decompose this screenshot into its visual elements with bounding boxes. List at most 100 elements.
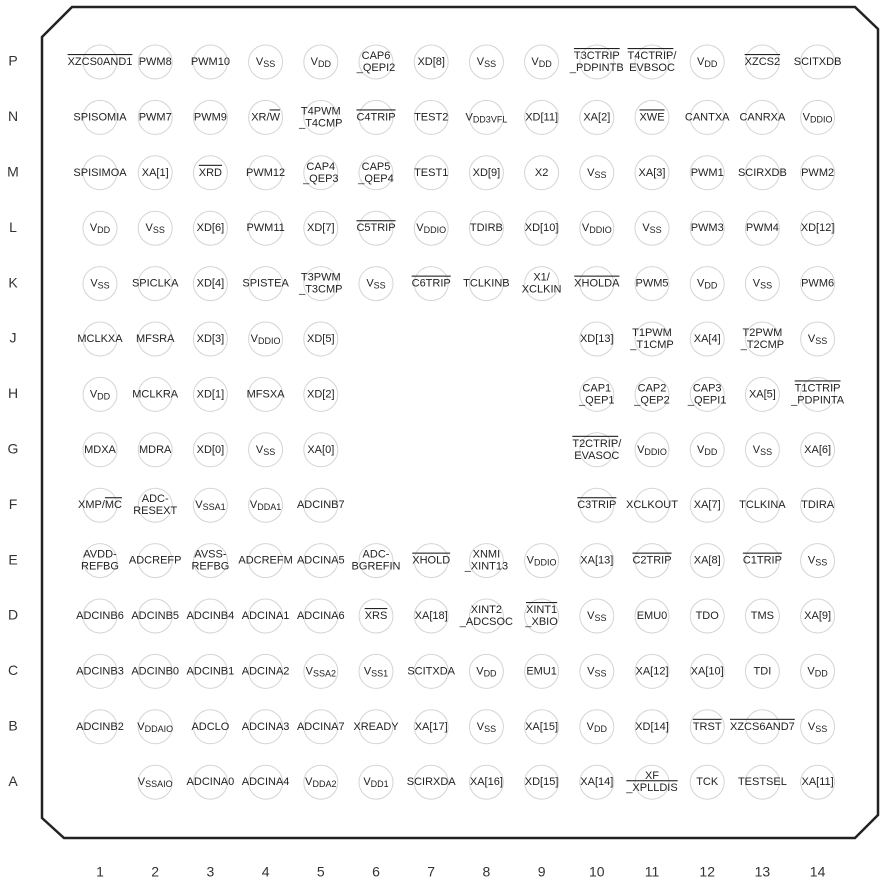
pin-label: ADCINB7 xyxy=(297,499,345,511)
pin-pad xyxy=(800,266,836,302)
pin-label: VSS xyxy=(256,444,275,457)
pin-text: _XINT13 xyxy=(464,561,508,573)
pin-subscript: DD xyxy=(704,447,717,457)
pin-text: MCLKRA xyxy=(132,388,179,400)
pin-pad xyxy=(137,598,173,634)
pin-pad xyxy=(579,653,615,689)
pin-label: AVSS- xyxy=(194,549,227,561)
pin-text: V xyxy=(582,222,590,234)
pin-label: CAP2 xyxy=(638,382,667,394)
pin-text: MDXA xyxy=(84,444,116,456)
row-label: E xyxy=(8,551,17,567)
pin-label: VSSA2 xyxy=(306,665,336,678)
row-label: J xyxy=(10,330,17,346)
pin-text: SCIRXDA xyxy=(407,776,457,788)
pin-pad xyxy=(192,598,228,634)
pin-text: V xyxy=(587,167,595,179)
pin-label: XA[7] xyxy=(694,499,721,511)
pin-label: VDDIO xyxy=(637,444,667,457)
pin-label: XA[16] xyxy=(470,776,503,788)
pin-subscript: DD xyxy=(484,669,497,679)
pin-pad xyxy=(137,709,173,745)
pin-pad xyxy=(579,376,615,412)
row-label: P xyxy=(8,53,17,69)
pin-text: XR/ xyxy=(251,111,270,123)
pin-text: ADCREFP xyxy=(129,555,182,567)
pin-label: T1CTRIP xyxy=(795,382,841,394)
pin-pad xyxy=(744,99,780,135)
pin-pad xyxy=(303,764,339,800)
pin-text: TDO xyxy=(696,610,720,622)
pin-subscript: DD xyxy=(318,59,331,69)
pin-label: RESEXT xyxy=(133,505,177,517)
pin-label: _QEP3 xyxy=(302,173,338,185)
pin-text: SPISTEA xyxy=(242,278,289,290)
column-label: 2 xyxy=(151,864,159,880)
pin-pad xyxy=(744,653,780,689)
pin-label: SPISOMIA xyxy=(73,111,127,123)
pin-pad xyxy=(303,210,339,246)
pin-pad xyxy=(689,155,725,191)
pin-pad xyxy=(800,543,836,579)
pin-pad xyxy=(413,709,449,745)
pin-text: V xyxy=(697,56,705,68)
pin-text: XA[0] xyxy=(307,444,334,456)
column-label: 14 xyxy=(810,864,826,880)
pin-text: ADCINA2 xyxy=(242,665,290,677)
pin-label: T4PWM xyxy=(301,105,341,117)
pin-text: BGREFIN xyxy=(352,561,401,573)
pin-label: TDIRB xyxy=(470,222,503,234)
row-label: G xyxy=(8,441,19,457)
pin-text: X2 xyxy=(535,167,548,179)
pin-text: EVASOC xyxy=(574,450,619,462)
pin-pad xyxy=(303,155,339,191)
pin-label: VSS xyxy=(587,610,606,623)
pin-text: MCLKXA xyxy=(77,333,123,345)
pin-text: V xyxy=(527,555,535,567)
pin-text: ADCINB7 xyxy=(297,499,345,511)
pin-pad xyxy=(524,210,560,246)
pin-text: XA[18] xyxy=(415,610,448,622)
pin-text: CANTXA xyxy=(685,111,730,123)
pin-label: XD[13] xyxy=(580,333,614,345)
pin-pad xyxy=(524,653,560,689)
pin-text: _T2CMP xyxy=(740,339,784,351)
pin-pad xyxy=(524,155,560,191)
pin-subscript: DD3VFL xyxy=(473,115,508,125)
pin-overline-text: XHOLD xyxy=(412,555,450,567)
pin-text: SPISIMOA xyxy=(73,167,127,179)
pin-label: MCLKXA xyxy=(77,333,123,345)
pin-text: V xyxy=(250,499,258,511)
pin-label: VDD1 xyxy=(363,776,388,789)
pin-pad xyxy=(192,44,228,80)
pin-subscript: SS xyxy=(650,226,662,236)
pin-label: XR/W xyxy=(251,111,280,123)
pin-pad xyxy=(137,155,173,191)
pin-pad xyxy=(744,44,780,80)
pin-text: V xyxy=(364,665,372,677)
pin-pad xyxy=(248,210,284,246)
pin-text: EVBSOC xyxy=(629,62,675,74)
pin-label: XD[12] xyxy=(801,222,835,234)
pin-text: XA[3] xyxy=(639,167,666,179)
pin-pad xyxy=(358,99,394,135)
pin-text: PWM3 xyxy=(691,222,724,234)
pin-pad xyxy=(413,598,449,634)
pin-text: XD[8] xyxy=(417,56,445,68)
pin-pad xyxy=(82,321,118,357)
pin-label: VDD xyxy=(587,721,608,734)
pin-text: PWM11 xyxy=(246,222,284,234)
pin-text: MDRA xyxy=(139,444,172,456)
pin-label: XCLKOUT xyxy=(626,499,678,511)
pin-overline-text: XINT1 xyxy=(526,604,557,616)
pin-text: T3PWM xyxy=(301,272,341,284)
pin-pad xyxy=(248,321,284,357)
pin-pad xyxy=(579,764,615,800)
pin-text: PWM7 xyxy=(139,111,172,123)
pin-pad xyxy=(137,764,173,800)
pin-pad xyxy=(634,764,670,800)
pin-text: XA[5] xyxy=(749,388,776,400)
pin-label: EMU0 xyxy=(637,610,668,622)
pin-pad xyxy=(303,432,339,468)
pin-text: XA[9] xyxy=(804,610,831,622)
